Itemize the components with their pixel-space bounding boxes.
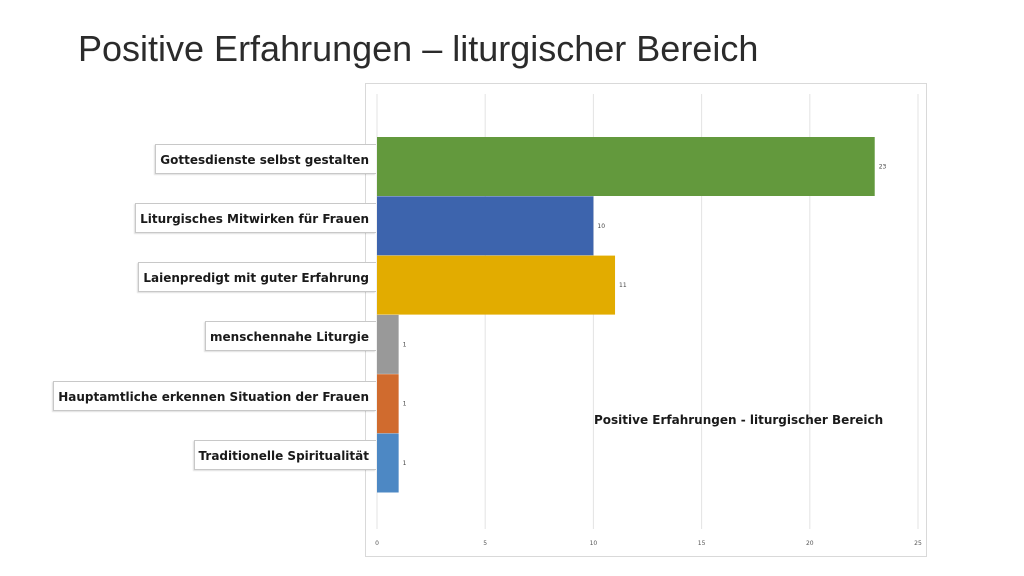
x-tick-label: 25	[914, 540, 922, 547]
category-label: Hauptamtliche erkennen Situation der Fra…	[53, 380, 376, 411]
x-tick-label: 15	[698, 540, 706, 547]
bar	[377, 137, 875, 196]
bar	[377, 314, 399, 374]
bar	[377, 374, 399, 434]
data-label: 1	[403, 401, 407, 408]
x-tick-label: 5	[483, 540, 487, 547]
category-label: menschennahe Liturgie	[205, 321, 376, 352]
x-tick-label: 0	[375, 540, 379, 547]
slide-title: Positive Erfahrungen – liturgischer Bere…	[78, 28, 759, 69]
bar	[377, 255, 616, 315]
chart-title: Positive Erfahrungen - liturgischer Bere…	[594, 413, 883, 427]
bar	[377, 196, 594, 256]
x-tick-label: 20	[806, 540, 814, 547]
data-label: 11	[619, 282, 627, 289]
category-label: Gottesdienste selbst gestalten	[155, 143, 376, 174]
category-label: Liturgisches Mitwirken für Frauen	[135, 202, 376, 233]
data-label: 1	[403, 460, 407, 467]
bar	[377, 433, 399, 493]
category-label: Traditionelle Spiritualität	[193, 440, 376, 470]
x-tick-label: 10	[590, 540, 598, 547]
data-label: 10	[597, 223, 605, 230]
category-label: Laienpredigt mit guter Erfahrung	[138, 262, 376, 293]
chart-area: 0 5 10 15 20 25 23 10 11 1 1 1 Positive Erfahrungen …	[365, 83, 927, 557]
data-label: 1	[403, 341, 407, 348]
data-label: 23	[879, 164, 887, 171]
